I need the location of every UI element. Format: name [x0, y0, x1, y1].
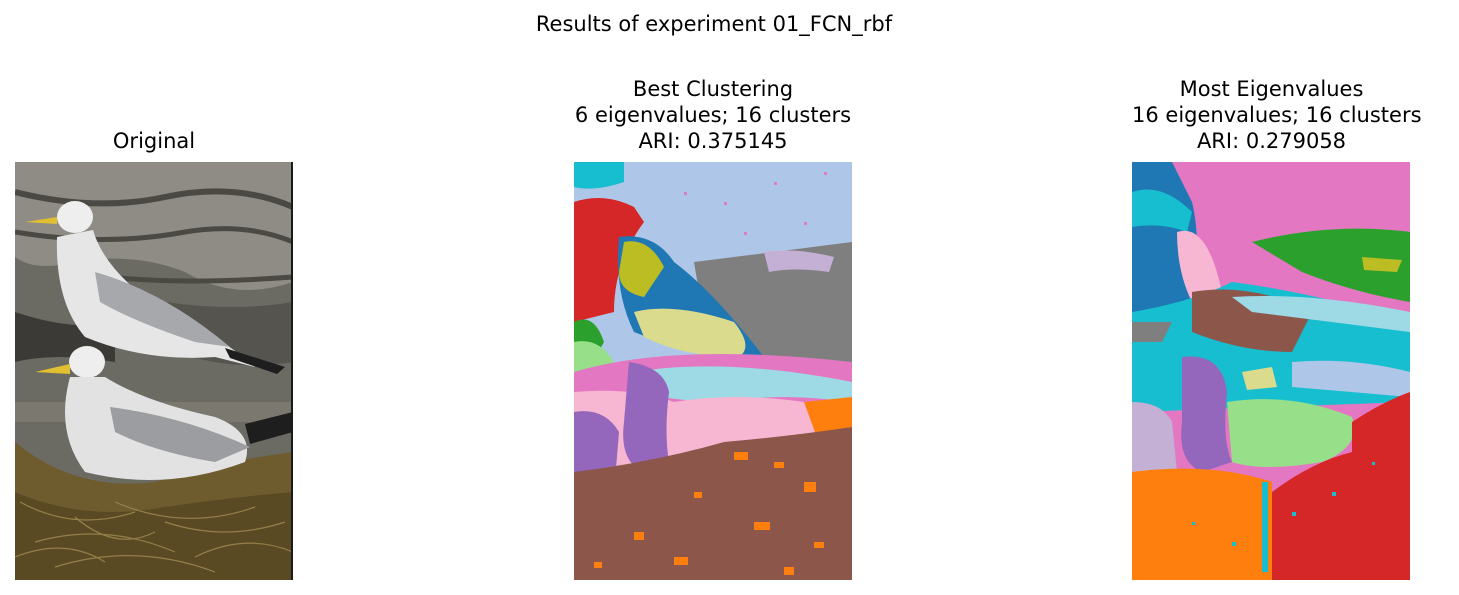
original-title-line: Original — [112, 129, 196, 153]
best-clustering-eigen-line: 6 eigenvalues; 16 clusters — [574, 103, 852, 127]
original-panel-title: Original — [15, 128, 293, 154]
most-eigenvalues-title-line: Most Eigenvalues — [1179, 77, 1364, 101]
most-eigenvalues-ari-line: ARI: 0.279058 — [1196, 129, 1347, 153]
most-eigenvalues-image — [1132, 162, 1410, 580]
most-eigenvalues-eigen-line: 16 eigenvalues; 16 clusters — [1132, 103, 1422, 127]
best-clustering-panel-title: Best Clustering 6 eigenvalues; 16 cluste… — [574, 76, 852, 154]
best-clustering-ari-line: ARI: 0.375145 — [638, 129, 788, 153]
most-eigenvalues-panel-title: Most Eigenvalues 16 eigenvalues; 16 clus… — [1132, 76, 1422, 154]
original-image — [15, 162, 293, 580]
figure-suptitle: Results of experiment 01_FCN_rbf — [535, 12, 893, 36]
best-clustering-image — [574, 162, 852, 580]
best-clustering-title-line: Best Clustering — [632, 77, 794, 101]
